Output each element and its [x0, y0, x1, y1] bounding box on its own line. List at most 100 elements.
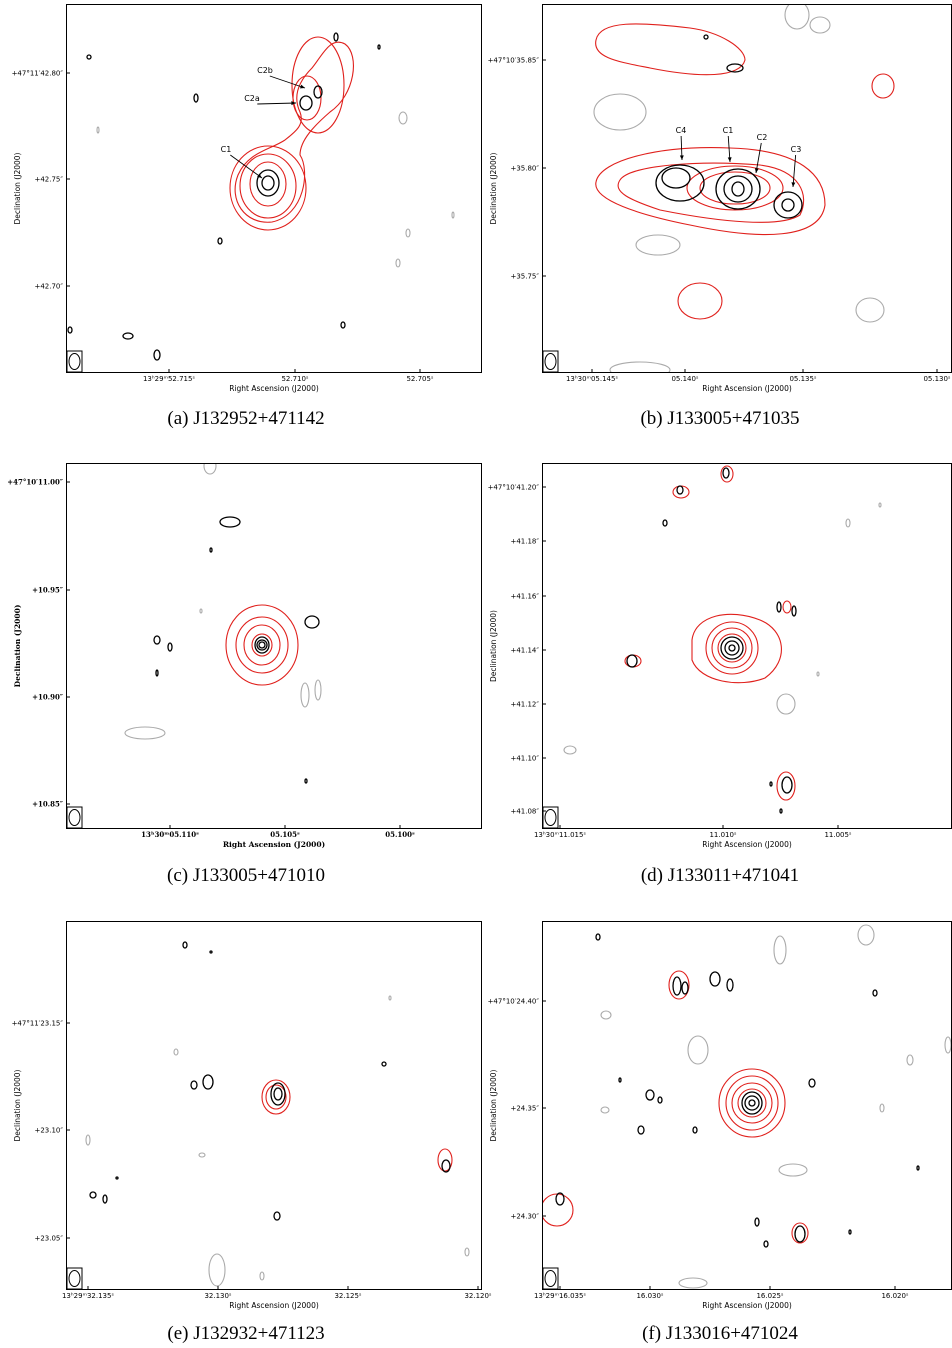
- contours: [563, 465, 882, 814]
- beam: [68, 1270, 81, 1287]
- contour: [395, 258, 401, 268]
- contour: [254, 636, 270, 654]
- contour: [219, 516, 241, 528]
- component-label: C2: [757, 133, 768, 142]
- contour: [720, 465, 734, 483]
- contour: [726, 63, 744, 73]
- x-tick-label: 16.030ˢ: [636, 1292, 663, 1300]
- x-tick-label: 05.140ˢ: [671, 375, 698, 383]
- contour: [784, 4, 810, 30]
- x-tick-label: 11.005ˢ: [824, 831, 851, 839]
- contour: [618, 1077, 622, 1083]
- contour: [776, 693, 796, 715]
- contour: [225, 604, 299, 686]
- contour: [256, 639, 268, 651]
- y-tick-label: +42.70″: [34, 283, 63, 291]
- component-label: C2a: [244, 94, 260, 103]
- contour: [737, 1088, 767, 1118]
- contour: [595, 933, 601, 941]
- y-tick-label: +24.30″: [510, 1213, 539, 1221]
- y-tick-label: +42.75″: [34, 176, 63, 184]
- x-tick-label: 05.135ˢ: [789, 375, 816, 383]
- x-tick-label: 52.710ˢ: [281, 375, 308, 383]
- y-tick-label: +41.12″: [510, 701, 539, 709]
- contour: [773, 935, 787, 965]
- contour: [662, 519, 668, 527]
- caption: (b) J133005+471035: [640, 408, 799, 429]
- contour: [203, 463, 217, 475]
- caption: (c) J133005+471010: [167, 865, 325, 886]
- caption: (f) J133016+471024: [642, 1323, 798, 1344]
- contour: [209, 950, 213, 954]
- contour: [249, 161, 287, 207]
- contour: [726, 978, 734, 992]
- plot-frame: [66, 463, 482, 829]
- y-tick-label: +24.35″: [510, 1105, 539, 1113]
- contour: [122, 332, 134, 340]
- y-tick-label: +10.95″: [32, 586, 63, 595]
- contour: [781, 198, 795, 212]
- contour: [617, 162, 805, 223]
- contour: [208, 1253, 226, 1287]
- contour: [776, 601, 782, 613]
- y-tick-label: +47°10′41.20″: [488, 484, 540, 492]
- y-tick-label: +10.90″: [32, 693, 63, 702]
- x-axis-label: Right Ascension (J2000): [702, 384, 792, 393]
- contour: [609, 361, 671, 373]
- contour: [377, 44, 381, 50]
- y-tick-label: +23.05″: [34, 1235, 63, 1243]
- contour: [340, 321, 346, 329]
- y-tick-label: +41.10″: [510, 755, 539, 763]
- contour: [86, 54, 92, 60]
- contour: [85, 1134, 91, 1146]
- plot-frame: [542, 4, 952, 373]
- contour: [89, 1191, 97, 1199]
- x-tick-label: 32.130ˢ: [204, 1292, 231, 1300]
- arrow: [257, 102, 297, 105]
- contour: [555, 1192, 565, 1206]
- contour: [715, 168, 761, 210]
- contour: [259, 1271, 265, 1281]
- x-tick-label: 32.125ˢ: [334, 1292, 361, 1300]
- y-tick-label: +47°10′24.40″: [488, 998, 540, 1006]
- contour: [304, 615, 320, 629]
- x-tick-label: 16.025ˢ: [756, 1292, 783, 1300]
- contour: [857, 924, 875, 946]
- plot-frame: [542, 463, 952, 829]
- contours: [124, 463, 322, 784]
- y-tick-label: +23.10″: [34, 1127, 63, 1135]
- beam: [68, 809, 81, 826]
- contour: [261, 175, 275, 191]
- contours: [542, 924, 952, 1289]
- x-axis-label: Right Ascension (J2000): [229, 384, 319, 393]
- y-tick-label: +47°11′23.15″: [12, 1020, 64, 1028]
- contour: [243, 624, 281, 666]
- beam-box: [66, 1267, 83, 1290]
- contour: [304, 778, 308, 784]
- contour: [265, 1084, 287, 1110]
- contour: [718, 1068, 786, 1138]
- panel: 13ʰ30ᵐ11.015ˢ 11.010ˢ 11.005ˢ +47°10′41.20″…: [488, 463, 952, 886]
- arrow-head: [257, 173, 262, 178]
- contour: [779, 808, 783, 814]
- arrow-head: [679, 155, 684, 160]
- panel: 13ʰ29ᵐ16.035ˢ 16.030ˢ 16.025ˢ 16.020ˢ +47°10…: [488, 921, 952, 1344]
- contour: [879, 1103, 885, 1113]
- x-axis-label: Right Ascension (J2000): [229, 1301, 319, 1310]
- y-axis-label: Declination (J2000): [13, 152, 22, 224]
- contour: [672, 976, 682, 996]
- contour: [153, 635, 161, 645]
- beam-box: [542, 1267, 559, 1290]
- contour: [773, 191, 803, 219]
- contour: [235, 616, 289, 674]
- y-axis-label: Declination (J2000): [13, 1069, 22, 1141]
- contour: [728, 644, 736, 652]
- contour: [711, 627, 753, 669]
- contour: [687, 1035, 709, 1065]
- contour: [441, 1159, 451, 1173]
- contour: [626, 654, 638, 668]
- x-tick-label: 11.010ˢ: [709, 831, 736, 839]
- y-tick-label: +35.75″: [510, 273, 539, 281]
- x-tick-label: 13ʰ30ᵐ05.110ˢ: [141, 830, 199, 839]
